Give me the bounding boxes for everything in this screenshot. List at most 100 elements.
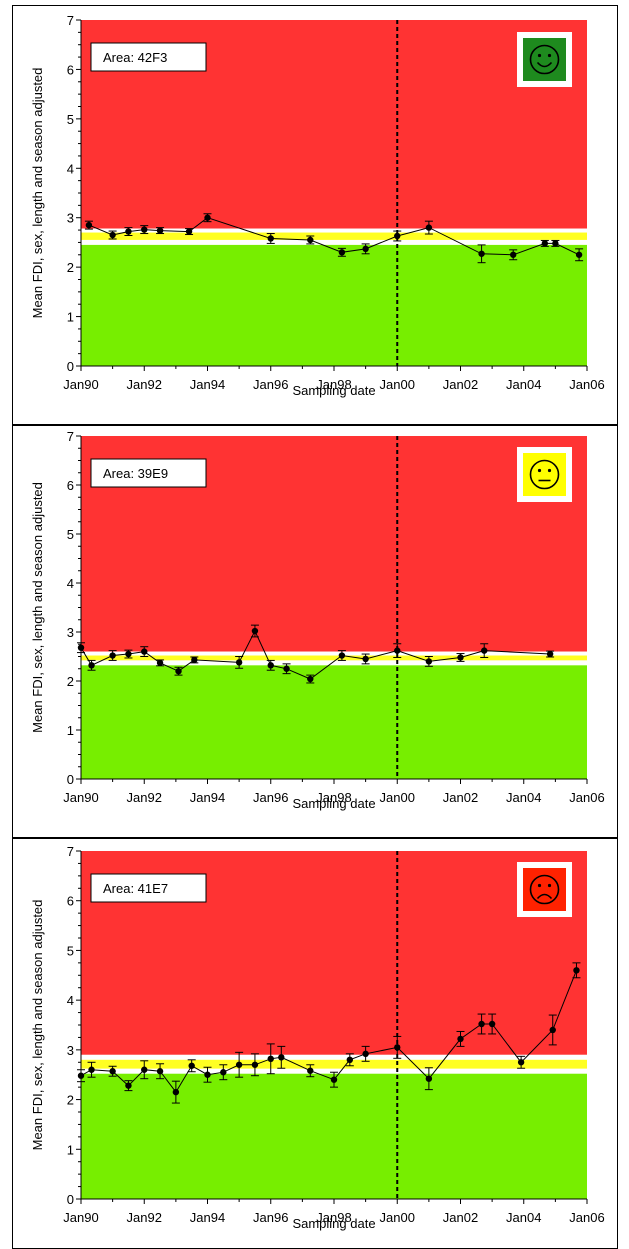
data-point	[141, 226, 148, 233]
white-separator-band	[81, 1054, 587, 1060]
white-separator-band	[81, 239, 587, 245]
data-point	[457, 654, 464, 661]
icon-fill	[523, 868, 566, 911]
x-axis-title: Sampling date	[292, 383, 375, 398]
chart-1: 0 1 2 3 4 5 6 7 Jan90 Jan92 Jan94 Jan96 Jan98 Jan00 Ja…	[30, 13, 605, 398]
x-tick-label: Jan94	[190, 1210, 225, 1225]
x-tick-label: Jan04	[506, 1210, 541, 1225]
y-axis-title: Mean FDI, sex, length and season adjuste…	[30, 482, 45, 733]
data-point	[338, 652, 346, 659]
x-tick-label: Jan04	[506, 790, 541, 805]
icon-fill	[523, 38, 566, 81]
x-tick-label: Jan96	[253, 377, 288, 392]
area-label: Area: 41E7	[103, 881, 168, 896]
smiley-sad-icon	[517, 862, 572, 917]
data-point	[188, 1062, 195, 1069]
data-point	[204, 1071, 211, 1078]
data-point	[88, 662, 95, 669]
y-tick-label: 0	[67, 359, 74, 374]
data-point	[362, 655, 369, 663]
data-point	[125, 228, 132, 235]
data-point	[109, 231, 116, 239]
green-zone-band	[81, 244, 587, 366]
face-eye	[537, 53, 542, 58]
data-point	[307, 236, 314, 244]
y-tick-label: 2	[67, 1093, 74, 1108]
face-eye	[537, 883, 542, 888]
face-mouth	[536, 61, 553, 68]
data-point	[552, 240, 559, 247]
data-point	[425, 1075, 433, 1082]
data-point	[185, 228, 193, 235]
data-point	[573, 967, 580, 974]
data-point	[278, 1054, 285, 1061]
face-eye	[547, 883, 552, 888]
y-tick-label: 1	[67, 1142, 74, 1157]
chart-2: 0 1 2 3 4 5 6 7 Jan90 Jan92 Jan94 Jan96 Jan98 Jan00 Ja…	[30, 429, 605, 811]
data-point	[362, 1050, 369, 1058]
data-point	[191, 656, 198, 664]
data-point	[204, 214, 211, 221]
yellow-zone-band	[81, 232, 587, 240]
yellow-zone-band	[81, 1059, 587, 1069]
data-point	[235, 659, 243, 666]
x-tick-label: Jan06	[569, 790, 604, 805]
data-point	[478, 1020, 485, 1028]
y-tick-label: 0	[67, 772, 74, 787]
y-axis-title: Mean FDI, sex, length and season adjuste…	[30, 68, 45, 319]
area-label: Area: 39E9	[103, 466, 168, 481]
x-tick-label: Jan06	[569, 1210, 604, 1225]
y-tick-label: 2	[67, 674, 74, 689]
x-tick-label: Jan94	[190, 377, 225, 392]
x-tick-label: Jan92	[127, 790, 162, 805]
data-point	[85, 221, 93, 229]
face-eye	[547, 468, 552, 473]
data-point	[267, 1055, 274, 1063]
data-point	[77, 1072, 85, 1079]
y-tick-label: 1	[67, 723, 74, 738]
data-point	[425, 658, 433, 665]
data-point	[549, 1026, 556, 1034]
y-tick-label: 4	[67, 993, 74, 1008]
data-point	[267, 662, 274, 669]
x-tick-label: Jan98	[316, 1210, 351, 1225]
data-point	[307, 1067, 314, 1074]
data-point	[394, 647, 401, 654]
x-tick-label: Jan02	[443, 377, 478, 392]
x-axis-title: Sampling date	[292, 796, 375, 811]
data-point	[541, 240, 549, 247]
data-point	[172, 1088, 180, 1096]
data-point	[346, 1056, 354, 1064]
y-tick-label: 6	[67, 478, 74, 493]
green-zone-band	[81, 665, 587, 779]
y-tick-label: 4	[67, 576, 74, 591]
x-tick-label: Jan92	[127, 1210, 162, 1225]
data-point	[267, 235, 274, 242]
white-separator-band	[81, 660, 587, 666]
x-tick-label: Jan00	[380, 1210, 415, 1225]
y-tick-label: 7	[67, 13, 74, 28]
data-point	[251, 627, 259, 635]
data-point	[283, 665, 290, 672]
y-tick-label: 5	[67, 943, 74, 958]
area-label-box	[90, 458, 207, 488]
data-point	[251, 1061, 259, 1068]
data-point	[156, 1068, 164, 1075]
yellow-zone-band	[81, 655, 587, 661]
data-point	[425, 224, 433, 231]
data-point	[481, 647, 488, 654]
y-axis-title: Mean FDI, sex, length and season adjuste…	[30, 900, 45, 1151]
smiley-neutral-icon	[517, 447, 572, 502]
x-tick-label: Jan02	[443, 790, 478, 805]
y-tick-label: 3	[67, 1043, 74, 1058]
x-tick-label: Jan00	[380, 790, 415, 805]
face-outline	[529, 459, 560, 490]
x-axis-title: Sampling date	[292, 1216, 375, 1231]
data-point	[141, 1066, 148, 1073]
data-point	[394, 232, 401, 240]
x-tick-label: Jan98	[316, 377, 351, 392]
data-point	[307, 675, 314, 683]
data-point	[109, 1068, 116, 1075]
data-point	[394, 1044, 401, 1051]
area-label-box	[90, 873, 207, 903]
